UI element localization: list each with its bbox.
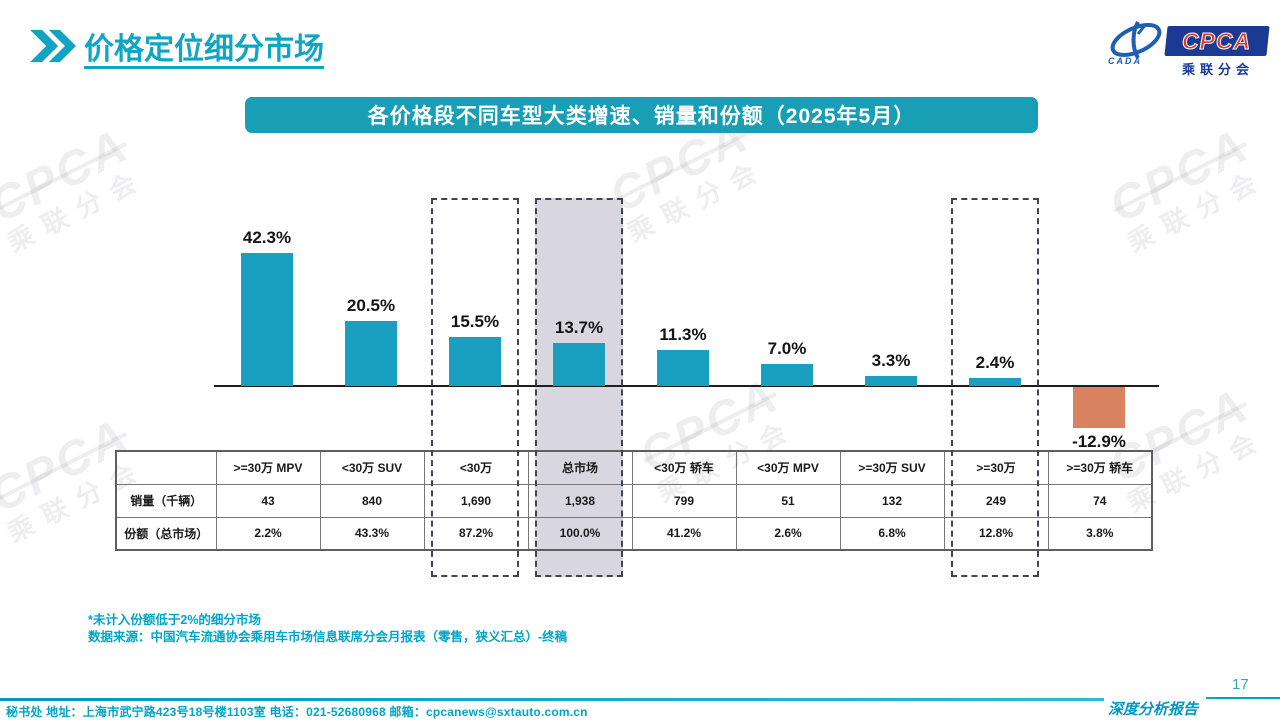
cpca-label: CPCA — [1182, 27, 1252, 54]
footnotes: *未计入份额低于2%的细分市场 数据来源：中国汽车流通协会乘用车市场信息联席分会… — [88, 612, 567, 646]
growth-bar — [761, 364, 813, 386]
table-cell: <30万 — [423, 450, 529, 485]
footer-divider-line-right — [1206, 697, 1280, 699]
growth-bar — [345, 321, 397, 386]
bar-value-label: 7.0% — [767, 339, 807, 358]
table-cell: 74 — [1047, 483, 1153, 518]
bar-value-label: -12.9% — [1072, 432, 1126, 451]
table-cell: 43 — [215, 483, 321, 518]
bar-value-label: 11.3% — [659, 325, 707, 344]
x-axis-line — [214, 385, 1159, 387]
footnote-line-2: 数据来源：中国汽车流通协会乘用车市场信息联席分会月报表（零售，狭义汇总）-终稿 — [88, 630, 568, 644]
page-title: 价格定位细分市场 — [84, 33, 324, 66]
bar-value-label: 3.3% — [871, 351, 911, 370]
table-cell: 51 — [735, 483, 841, 518]
segment-data-table: >=30万 MPV <30万 SUV <30万 总市场 <30万 轿车 <30万 MPV >… — [115, 450, 1153, 551]
bar-value-label: 13.7% — [554, 318, 604, 337]
table-cell: 2.6% — [735, 516, 841, 551]
table-cell: >=30万 轿车 — [1047, 450, 1153, 485]
table-cell: 1,938 — [527, 483, 633, 518]
bar-value-label: 20.5% — [346, 296, 396, 315]
table-cell: 840 — [319, 483, 425, 518]
table-cell: 1,690 — [423, 483, 529, 518]
table-cell: 总市场 — [527, 450, 633, 485]
table-cell: 2.2% — [215, 516, 321, 551]
table-cell: <30万 MPV — [735, 450, 841, 485]
cada-swoosh-icon — [1110, 20, 1162, 60]
table-row: 销量（千辆） 43 840 1,690 1,938 799 51 132 249 74 — [115, 483, 1153, 518]
cada-label: CADA — [1108, 56, 1142, 66]
page-number: 17 — [1232, 676, 1249, 693]
growth-bar — [657, 350, 709, 386]
row-label-sales: 销量（千辆） — [115, 483, 217, 518]
growth-bar — [449, 337, 501, 386]
bar-value-label: 42.3% — [242, 228, 292, 247]
cpca-logo-box: CPCA — [1164, 26, 1270, 56]
footer-address: 秘书处 地址：上海市武宁路423号18号楼1103室 电话：021-526809… — [6, 705, 588, 719]
table-cell: <30万 SUV — [319, 450, 425, 485]
table-cell: 12.8% — [943, 516, 1049, 551]
table-cell: 249 — [943, 483, 1049, 518]
bar-value-label: 15.5% — [450, 312, 500, 331]
table-cell: 41.2% — [631, 516, 737, 551]
chart-title-banner: 各价格段不同车型大类增速、销量和份额（2025年5月） — [245, 97, 1038, 133]
table-row: 份额（总市场） 2.2% 43.3% 87.2% 100.0% 41.2% 2.6% 6.8%… — [115, 516, 1153, 551]
footnote-line-1: *未计入份额低于2%的细分市场 — [88, 613, 261, 627]
table-cell: 43.3% — [319, 516, 425, 551]
table-corner-cell — [115, 450, 217, 485]
double-chevron-icon — [30, 29, 76, 63]
bar-value-label: 2.4% — [975, 353, 1015, 372]
table-cell: <30万 轿车 — [631, 450, 737, 485]
growth-bar — [1073, 387, 1125, 428]
growth-bar — [969, 378, 1021, 386]
growth-bar — [553, 343, 605, 386]
cpca-watermark: CPCA 乘联分会 — [0, 118, 152, 259]
table-cell: 799 — [631, 483, 737, 518]
footer-divider-line — [0, 698, 1104, 701]
table-cell: >=30万 — [943, 450, 1049, 485]
table-cell: >=30万 MPV — [215, 450, 321, 485]
table-cell: 87.2% — [423, 516, 529, 551]
cpca-logo: CADA CPCA 乘联分会 — [1100, 18, 1275, 77]
table-row: >=30万 MPV <30万 SUV <30万 总市场 <30万 轿车 <30万 MPV >… — [115, 450, 1153, 485]
cpca-watermark: CPCA 乘联分会 — [1101, 118, 1272, 259]
table-cell: 100.0% — [527, 516, 633, 551]
row-label-share: 份额（总市场） — [115, 516, 217, 551]
growth-bar — [865, 376, 917, 386]
table-cell: >=30万 SUV — [839, 450, 945, 485]
report-type-label: 深度分析报告 — [1108, 702, 1199, 718]
table-cell: 132 — [839, 483, 945, 518]
growth-bar — [241, 253, 293, 386]
table-cell: 6.8% — [839, 516, 945, 551]
table-cell: 3.8% — [1047, 516, 1153, 551]
cpca-logo-subtitle: 乘联分会 — [1181, 62, 1254, 77]
